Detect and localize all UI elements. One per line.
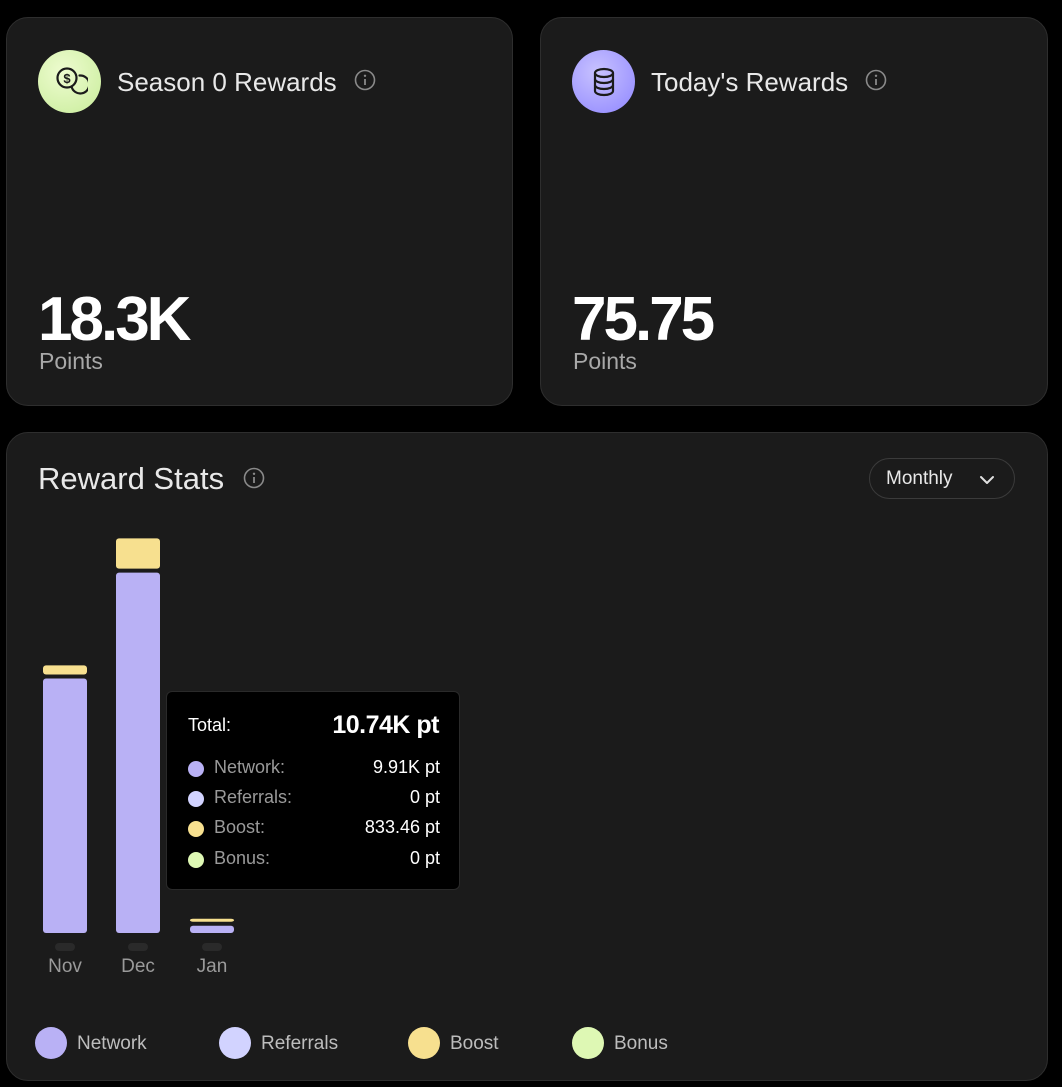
tooltip-row-referrals: Referrals: 0 pt <box>188 786 440 810</box>
tick-marker <box>128 943 148 951</box>
tooltip-row-boost: Boost: 833.46 pt <box>188 816 440 840</box>
tick-marker <box>55 943 75 951</box>
info-icon[interactable] <box>243 461 265 497</box>
x-tick-label: Jan <box>197 956 228 977</box>
dollar-coins-icon: $ <box>38 50 101 113</box>
todays-rewards-card: Today's Rewards 75.75 Points <box>540 17 1048 406</box>
info-icon[interactable] <box>865 67 887 98</box>
chevron-down-icon <box>980 476 994 484</box>
legend-label: Bonus <box>614 1033 668 1054</box>
boost-legend-dot <box>408 1027 440 1059</box>
x-tick-label: Nov <box>48 956 82 977</box>
period-dropdown[interactable]: Monthly <box>869 458 1015 499</box>
tooltip-total-label: Total: <box>188 715 232 735</box>
tooltip-total-value: 10.74K pt <box>332 711 439 739</box>
season-points-value: 18.3K <box>38 285 191 354</box>
network-dot <box>188 761 204 777</box>
bar-boost-jan[interactable] <box>190 918 234 922</box>
period-dropdown-value: Monthly <box>886 467 953 489</box>
tooltip-row-value: 0 pt <box>409 787 440 807</box>
tooltip-row-label: Boost: <box>214 817 266 837</box>
coin-stack-icon <box>572 50 635 113</box>
todays-rewards-title: Today's Rewards <box>651 67 887 98</box>
chart-tooltip: Total: 10.74K pt Network: 9.91K pt Refer… <box>166 691 460 890</box>
tooltip-row-value: 0 pt <box>409 848 440 868</box>
legend-label: Network <box>77 1033 147 1054</box>
network-legend-dot <box>35 1027 67 1059</box>
tooltip-row-label: Bonus: <box>214 848 271 868</box>
season-points-unit: Points <box>39 348 103 374</box>
tooltip-row-bonus: Bonus: 0 pt <box>188 847 440 871</box>
legend-label: Referrals <box>261 1033 339 1054</box>
tick-marker <box>202 943 222 951</box>
tooltip-row-network: Network: 9.91K pt <box>188 756 440 780</box>
tooltip-row-label: Referrals: <box>214 787 293 807</box>
reward-stats-chart: Nov Dec Jan <box>43 538 234 977</box>
today-points-unit: Points <box>573 348 637 374</box>
svg-text:$: $ <box>63 71 71 86</box>
boost-dot <box>188 821 204 837</box>
today-points-value: 75.75 <box>572 285 715 354</box>
reward-stats-title: Reward Stats <box>38 461 265 497</box>
referrals-dot <box>188 791 204 807</box>
info-icon[interactable] <box>354 67 376 98</box>
bonus-dot <box>188 852 204 868</box>
tooltip-row-label: Network: <box>214 757 286 777</box>
bar-boost-dec[interactable] <box>116 538 160 569</box>
tooltip-row-value: 833.46 pt <box>364 817 440 837</box>
season-rewards-card: $ Season 0 Rewards 18.3K Points <box>6 17 513 406</box>
season-rewards-title: Season 0 Rewards <box>117 67 376 98</box>
bar-network-dec[interactable] <box>116 572 160 933</box>
x-tick-label: Dec <box>121 956 155 977</box>
bar-boost-nov[interactable] <box>43 665 87 675</box>
legend-label: Boost <box>450 1033 499 1054</box>
bonus-legend-dot <box>572 1027 604 1059</box>
reward-stats-card: Reward Stats Monthly Nov Dec Jan Total: 10… <box>6 432 1048 1081</box>
bar-network-jan[interactable] <box>190 925 234 933</box>
referrals-legend-dot <box>219 1027 251 1059</box>
tooltip-row-value: 9.91K pt <box>372 757 440 777</box>
bar-network-nov[interactable] <box>43 678 87 933</box>
